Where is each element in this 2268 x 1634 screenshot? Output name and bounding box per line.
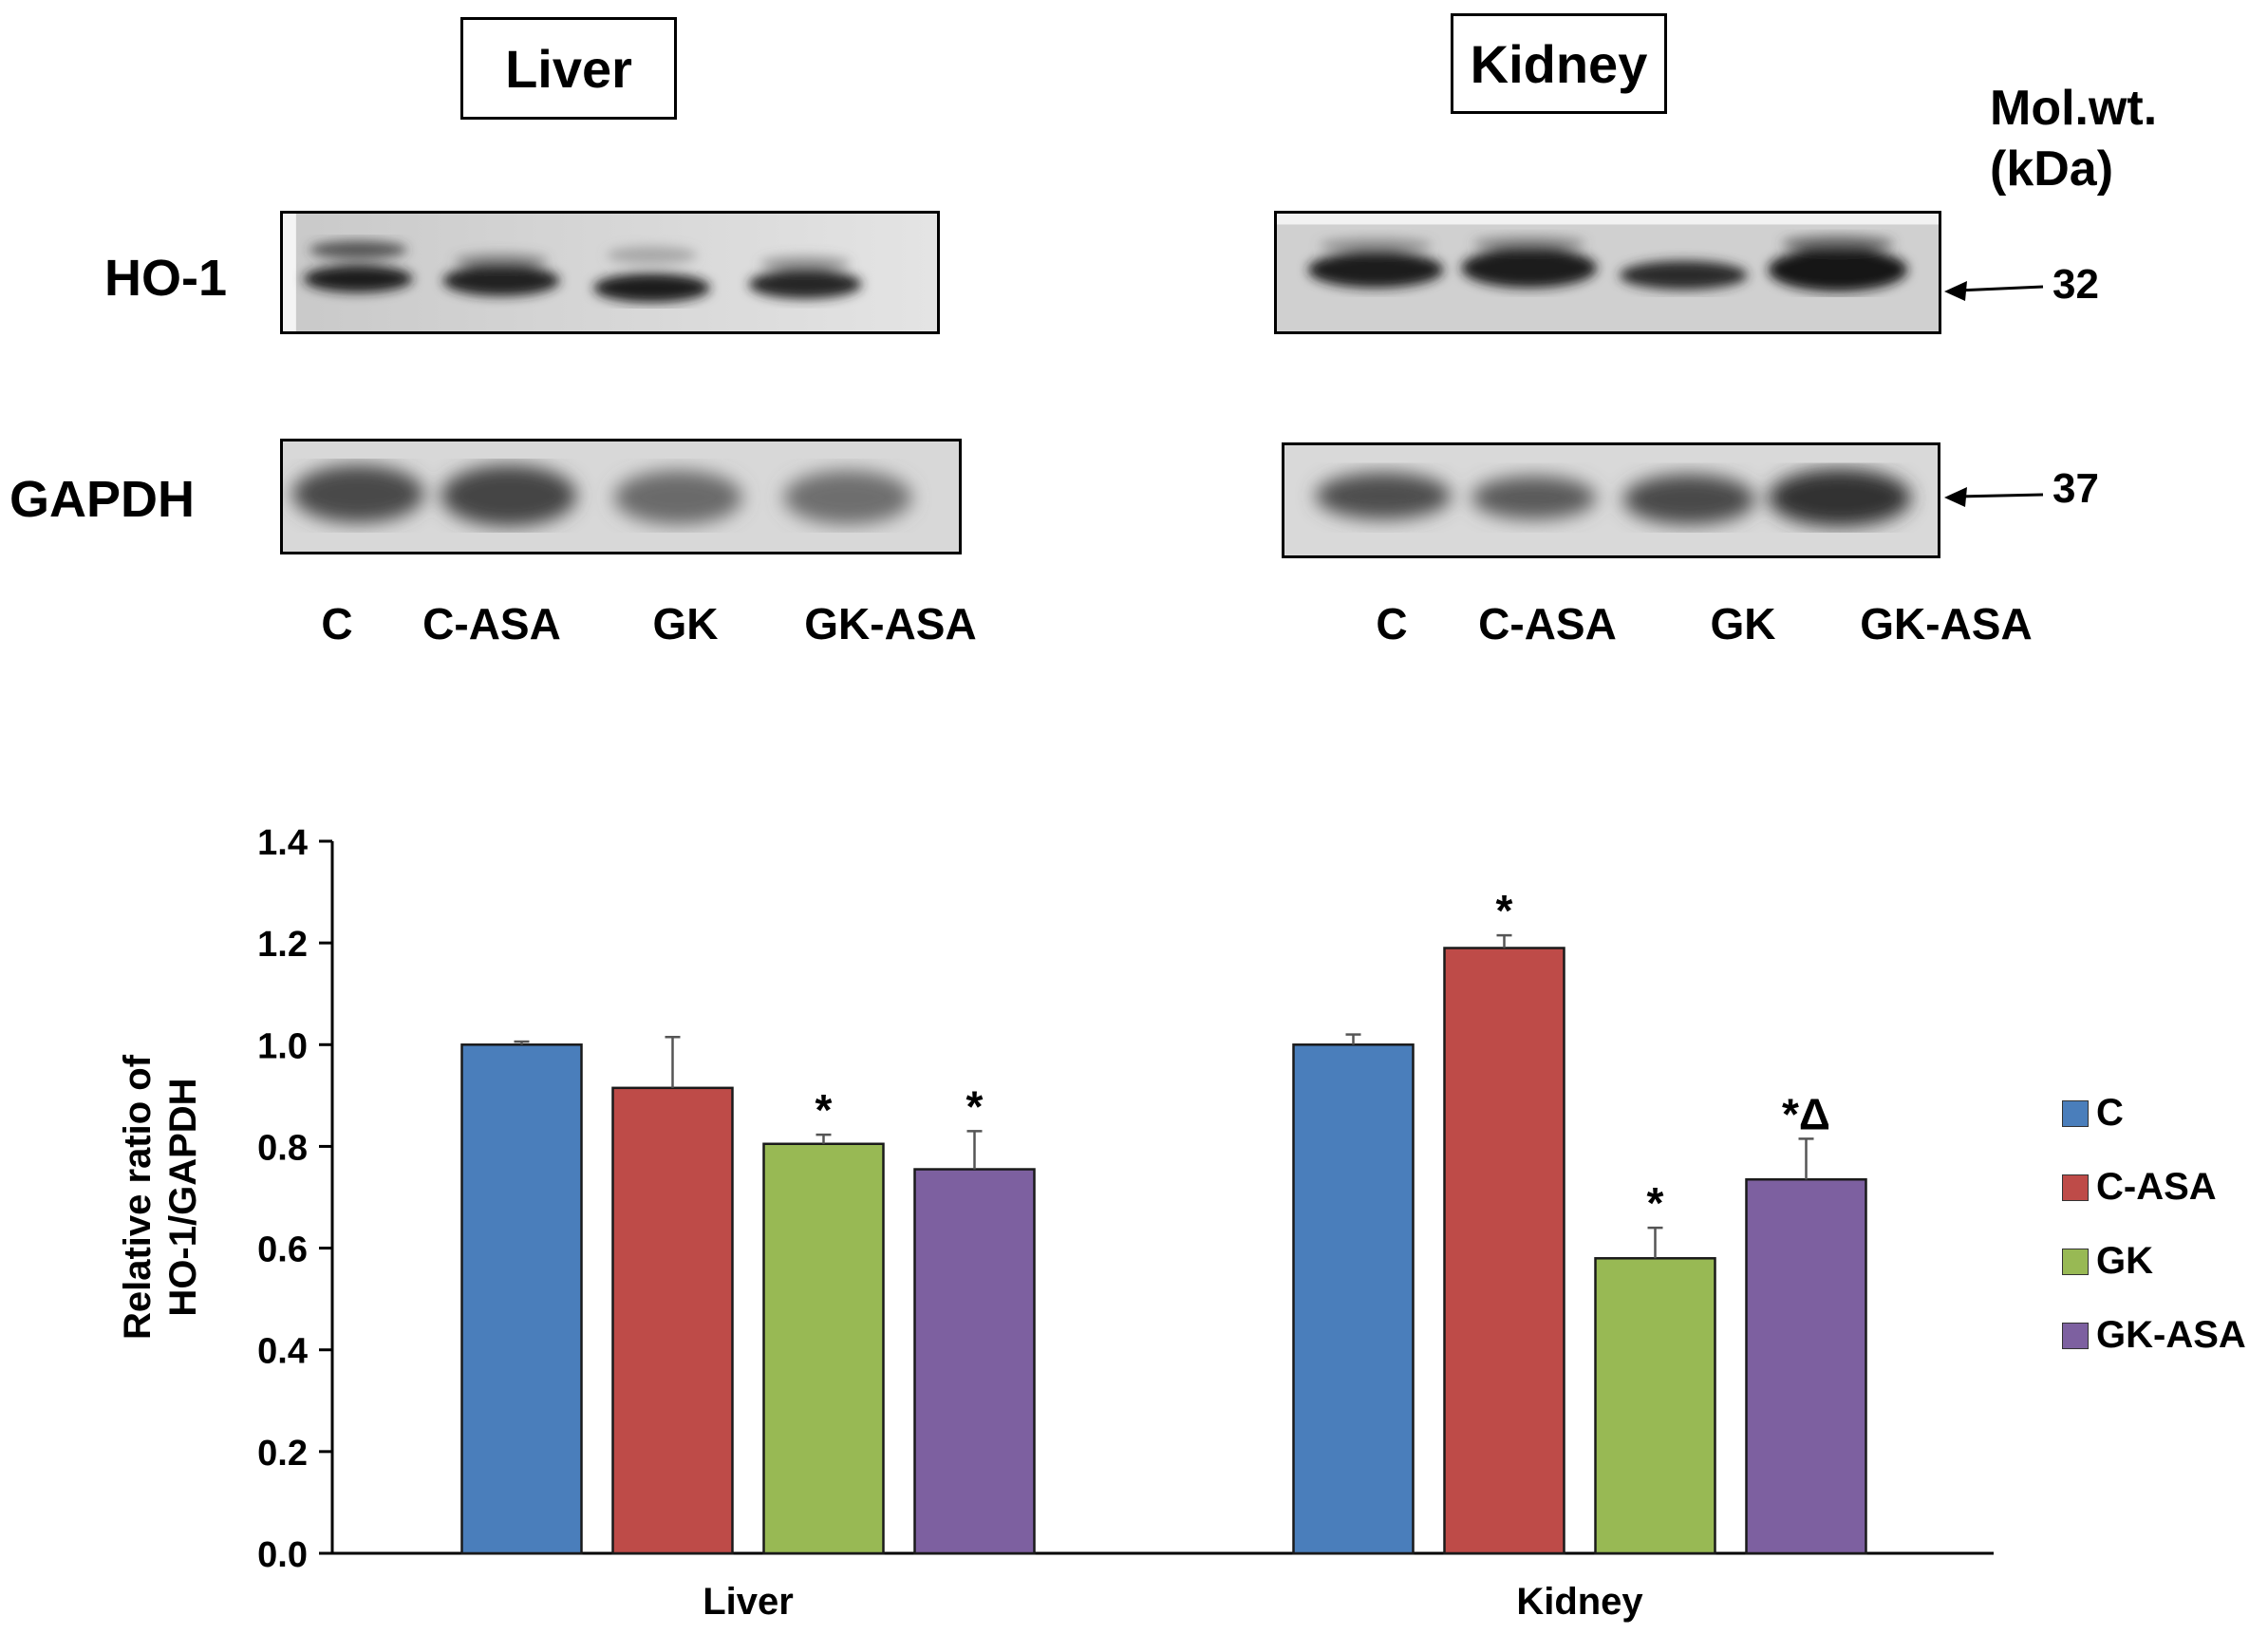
- arrow-32-icon: [1944, 281, 2044, 301]
- kidney-lane-label-c-asa: C-ASA: [1478, 599, 1617, 648]
- bar-kidney-gk: [1594, 1257, 1716, 1555]
- liver-gapdh-blot-image: [283, 441, 959, 552]
- kidney-lane-label-gk-asa: GK-ASA: [1860, 599, 2033, 648]
- mol-wt-title: Mol.wt. (kDa): [1990, 78, 2157, 199]
- legend-label: C-ASA: [2096, 1166, 2217, 1208]
- kidney-ho1-blot: [1274, 211, 1941, 334]
- bar-chart: Relative ratio of HO-1/GAPDH 0.0 0.2 0.4 0.6…: [117, 823, 1994, 1623]
- legend-swatch: [2062, 1248, 2089, 1275]
- mol-wt-line2: (kDa): [1990, 141, 2114, 197]
- legend-label: GK: [2096, 1240, 2153, 1282]
- kidney-lane-label-gk: GK: [1710, 599, 1776, 648]
- legend-item-c-asa: C-ASA: [2062, 1166, 2217, 1209]
- row-label-gapdh: GAPDH: [9, 471, 196, 528]
- significance-label: *: [815, 1085, 833, 1135]
- mol-wt-line1: Mol.wt.: [1990, 81, 2158, 136]
- row-label-ho1: HO-1: [104, 250, 228, 307]
- bar-liver-gk: [762, 1142, 885, 1555]
- kidney-title: Kidney: [1470, 33, 1648, 94]
- significance-label: *: [1647, 1178, 1664, 1228]
- legend-item-gk: GK: [2062, 1240, 2153, 1283]
- legend-swatch: [2062, 1174, 2089, 1201]
- liver-lane-label-c-asa: C-ASA: [422, 599, 561, 648]
- bar-liver-c: [460, 1043, 583, 1555]
- kidney-lane-label-c: C: [1376, 599, 1408, 648]
- bar-kidney-gk-asa: [1745, 1178, 1867, 1555]
- liver-ho1-blot: [280, 211, 940, 334]
- significance-label: *Δ: [1782, 1089, 1830, 1138]
- y-axis-title-text: Relative ratio of HO-1/GAPDH: [117, 1054, 204, 1340]
- kidney-gapdh-blot: [1282, 442, 1940, 558]
- liver-ho1-blot-image: [283, 214, 937, 331]
- legend-swatch: [2062, 1099, 2089, 1127]
- y-tick-label: 1.2: [257, 925, 308, 965]
- liver-lane-label-c: C: [321, 599, 353, 648]
- kidney-ho1-blot-image: [1277, 214, 1939, 331]
- y-tick-label: 0.8: [257, 1128, 308, 1168]
- bar-kidney-c-asa: [1443, 947, 1565, 1555]
- liver-title-box: Liver: [460, 17, 677, 120]
- legend-item-c: C: [2062, 1092, 2124, 1135]
- kidney-title-box: Kidney: [1451, 13, 1667, 114]
- bar-kidney-c: [1292, 1043, 1415, 1555]
- legend-label: GK-ASA: [2096, 1314, 2246, 1356]
- legend-item-gk-asa: GK-ASA: [2062, 1314, 2246, 1357]
- mol-wt-37: 37: [2052, 465, 2099, 512]
- y-axis-title-line1: Relative ratio of: [117, 1054, 159, 1340]
- y-tick-label: 0.0: [257, 1535, 308, 1575]
- chart-bars: * * * * *Δ: [460, 886, 1867, 1555]
- liver-title: Liver: [505, 38, 632, 99]
- kidney-gapdh-blot-image: [1284, 445, 1938, 555]
- y-axis-title-line2: HO-1/GAPDH: [162, 1078, 204, 1316]
- mol-wt-32: 32: [2052, 261, 2099, 308]
- arrow-37-icon: [1944, 487, 2044, 507]
- x-category-label: Kidney: [1516, 1581, 1643, 1623]
- y-axis-title: Relative ratio of HO-1/GAPDH: [117, 1054, 204, 1340]
- significance-label: *: [966, 1081, 984, 1131]
- y-tick-label: 1.4: [257, 823, 308, 863]
- y-tick-label: 0.4: [257, 1332, 308, 1372]
- liver-gapdh-blot: [280, 439, 962, 554]
- legend-swatch: [2062, 1322, 2089, 1349]
- chart-axes: 0.0 0.2 0.4 0.6 0.8 1.0 1.2 1.4 Liver Kidney: [257, 823, 1994, 1623]
- significance-label: *: [1496, 886, 1513, 935]
- x-category-label: Liver: [703, 1581, 794, 1623]
- legend-label: C: [2096, 1092, 2124, 1134]
- y-tick-label: 0.2: [257, 1434, 308, 1474]
- liver-lane-label-gk-asa: GK-ASA: [804, 599, 977, 648]
- y-tick-label: 1.0: [257, 1026, 308, 1066]
- liver-lane-label-gk: GK: [652, 599, 719, 648]
- bar-liver-c-asa: [611, 1086, 734, 1555]
- bar-liver-gk-asa: [913, 1168, 1036, 1555]
- y-tick-label: 0.6: [257, 1230, 308, 1270]
